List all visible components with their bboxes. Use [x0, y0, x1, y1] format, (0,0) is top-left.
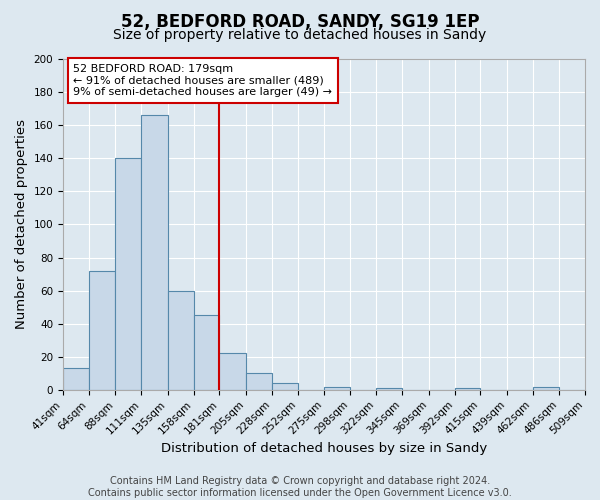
- Bar: [272, 383, 298, 390]
- Text: 52, BEDFORD ROAD, SANDY, SG19 1EP: 52, BEDFORD ROAD, SANDY, SG19 1EP: [121, 12, 479, 30]
- Text: 52 BEDFORD ROAD: 179sqm
← 91% of detached houses are smaller (489)
9% of semi-de: 52 BEDFORD ROAD: 179sqm ← 91% of detache…: [73, 64, 332, 97]
- Bar: [168, 290, 194, 390]
- Bar: [246, 374, 272, 390]
- Bar: [455, 388, 480, 390]
- Text: Size of property relative to detached houses in Sandy: Size of property relative to detached ho…: [113, 28, 487, 42]
- Bar: [194, 316, 219, 390]
- Bar: [376, 388, 402, 390]
- Bar: [89, 271, 115, 390]
- Text: Contains HM Land Registry data © Crown copyright and database right 2024.
Contai: Contains HM Land Registry data © Crown c…: [88, 476, 512, 498]
- X-axis label: Distribution of detached houses by size in Sandy: Distribution of detached houses by size …: [161, 442, 487, 455]
- Bar: [219, 354, 246, 390]
- Bar: [115, 158, 141, 390]
- Bar: [324, 386, 350, 390]
- Y-axis label: Number of detached properties: Number of detached properties: [15, 120, 28, 330]
- Bar: [533, 386, 559, 390]
- Bar: [63, 368, 89, 390]
- Bar: [141, 115, 168, 390]
